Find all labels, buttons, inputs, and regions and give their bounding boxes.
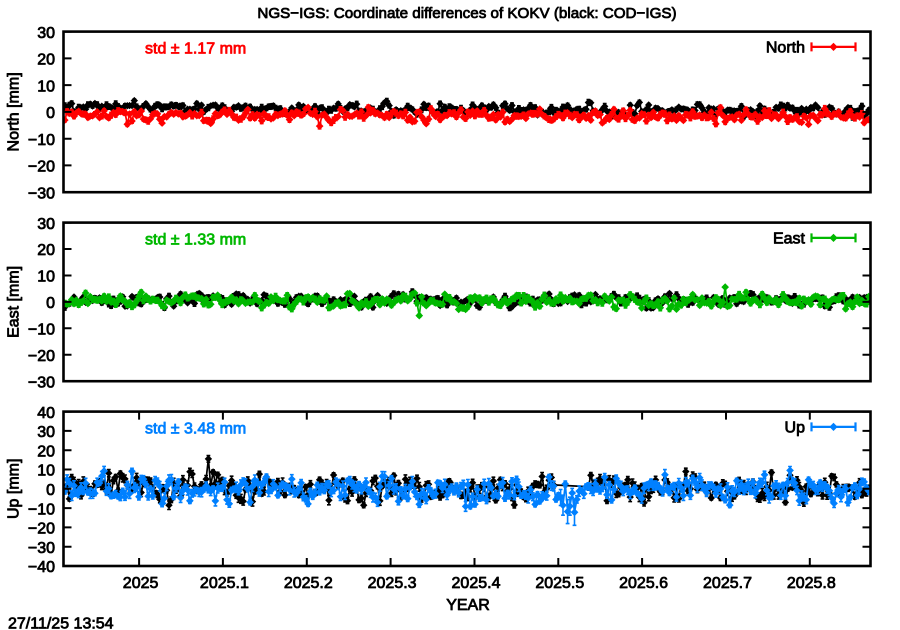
svg-text:2025.1: 2025.1 [200, 575, 249, 592]
svg-text:2025.7: 2025.7 [703, 575, 752, 592]
svg-text:40: 40 [37, 405, 55, 422]
svg-text:Up: Up [785, 419, 806, 436]
svg-text:2025.2: 2025.2 [284, 575, 333, 592]
svg-text:20: 20 [37, 52, 55, 69]
svg-text:2025.4: 2025.4 [452, 575, 501, 592]
svg-text:−20: −20 [28, 348, 55, 365]
svg-text:2025.6: 2025.6 [619, 575, 668, 592]
svg-text:0: 0 [46, 105, 55, 122]
svg-text:std ± 1.17 mm: std ± 1.17 mm [145, 41, 246, 58]
svg-text:East: East [773, 230, 806, 247]
svg-text:−20: −20 [28, 521, 55, 538]
svg-text:10: 10 [37, 78, 55, 95]
svg-text:North [mm]: North [mm] [6, 72, 23, 151]
svg-text:20: 20 [37, 443, 55, 460]
svg-text:2025.8: 2025.8 [787, 575, 836, 592]
svg-text:20: 20 [37, 242, 55, 259]
svg-text:30: 30 [37, 216, 55, 233]
svg-text:East [mm]: East [mm] [6, 266, 23, 338]
svg-text:27/11/25 13:54: 27/11/25 13:54 [8, 615, 114, 630]
svg-text:−30: −30 [28, 185, 55, 202]
svg-text:−10: −10 [28, 132, 55, 149]
svg-text:−10: −10 [28, 322, 55, 339]
svg-text:10: 10 [37, 269, 55, 286]
svg-text:−30: −30 [28, 374, 55, 391]
svg-text:0: 0 [46, 295, 55, 312]
svg-text:−10: −10 [28, 501, 55, 518]
svg-text:2025.3: 2025.3 [368, 575, 417, 592]
svg-text:10: 10 [37, 463, 55, 480]
svg-text:2025.5: 2025.5 [535, 575, 584, 592]
svg-text:−30: −30 [28, 540, 55, 557]
svg-text:YEAR: YEAR [446, 597, 490, 614]
svg-text:std ± 3.48 mm: std ± 3.48 mm [145, 421, 246, 438]
svg-text:0: 0 [46, 482, 55, 499]
svg-text:NGS−IGS: Coordinate difference: NGS−IGS: Coordinate differences of KOKV … [257, 5, 676, 22]
svg-text:std ± 1.33 mm: std ± 1.33 mm [145, 232, 246, 249]
svg-text:2025: 2025 [123, 575, 159, 592]
svg-text:Up [mm]: Up [mm] [6, 459, 23, 519]
svg-text:30: 30 [37, 424, 55, 441]
svg-text:−40: −40 [28, 559, 55, 576]
svg-text:−20: −20 [28, 159, 55, 176]
svg-text:North: North [766, 39, 805, 56]
svg-text:30: 30 [37, 25, 55, 42]
